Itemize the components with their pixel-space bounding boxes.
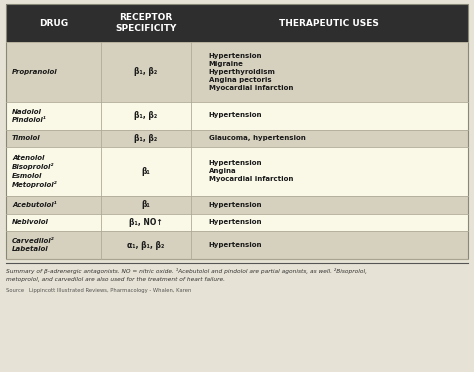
Bar	[6, 129, 468, 147]
Text: RECEPTOR
SPECIFICITY: RECEPTOR SPECIFICITY	[115, 13, 176, 33]
Text: Acebutolol¹: Acebutolol¹	[12, 202, 57, 208]
Text: Glaucoma, hypertension: Glaucoma, hypertension	[209, 135, 306, 141]
Bar	[6, 196, 468, 214]
Text: β₁, NO↑: β₁, NO↑	[129, 218, 163, 227]
Bar	[6, 4, 468, 259]
Text: Carvedilol²
Labetalol: Carvedilol² Labetalol	[12, 238, 55, 252]
Text: β₁: β₁	[141, 167, 150, 176]
Text: β₁, β₂: β₁, β₂	[134, 111, 157, 120]
Text: Source   Lippincott Illustrated Reviews, Pharmacology - Whalen, Karen: Source Lippincott Illustrated Reviews, P…	[6, 288, 191, 293]
Text: Summary of β-adrenergic antagonists. NO = nitric oxide. ¹Acebutolol and pindolol: Summary of β-adrenergic antagonists. NO …	[6, 268, 367, 274]
Text: Nadolol
Pindolol¹: Nadolol Pindolol¹	[12, 109, 47, 122]
Text: DRUG: DRUG	[39, 19, 68, 28]
Text: Nebivolol: Nebivolol	[12, 219, 49, 225]
Text: metoprolol, and carvedilol are also used for the treatment of heart failure.: metoprolol, and carvedilol are also used…	[6, 277, 225, 282]
Text: Hypertension: Hypertension	[209, 242, 262, 248]
Text: Atenolol
Bisoprolol²
Esmolol
Metoprolol²: Atenolol Bisoprolol² Esmolol Metoprolol²	[12, 155, 58, 188]
Text: β₁, β₂: β₁, β₂	[134, 134, 157, 143]
Text: Hypertension
Migraine
Hyperthyroidism
Angina pectoris
Myocardial infarction: Hypertension Migraine Hyperthyroidism An…	[209, 53, 293, 91]
Bar	[6, 147, 468, 196]
Bar	[6, 4, 468, 42]
Bar	[6, 42, 468, 102]
Text: β₁, β₂: β₁, β₂	[134, 67, 157, 76]
Bar	[6, 231, 468, 259]
Bar	[6, 214, 468, 231]
Bar	[6, 102, 468, 129]
Text: THERAPEUTIC USES: THERAPEUTIC USES	[280, 19, 379, 28]
Text: Hypertension
Angina
Myocardial infarction: Hypertension Angina Myocardial infarctio…	[209, 160, 293, 183]
Text: Propranolol: Propranolol	[12, 69, 58, 75]
Text: β₁: β₁	[141, 200, 150, 209]
Text: Timolol: Timolol	[12, 135, 41, 141]
Text: Hypertension: Hypertension	[209, 202, 262, 208]
Text: Hypertension: Hypertension	[209, 112, 262, 119]
Text: Hypertension: Hypertension	[209, 219, 262, 225]
Text: α₁, β₁, β₂: α₁, β₁, β₂	[127, 241, 164, 250]
